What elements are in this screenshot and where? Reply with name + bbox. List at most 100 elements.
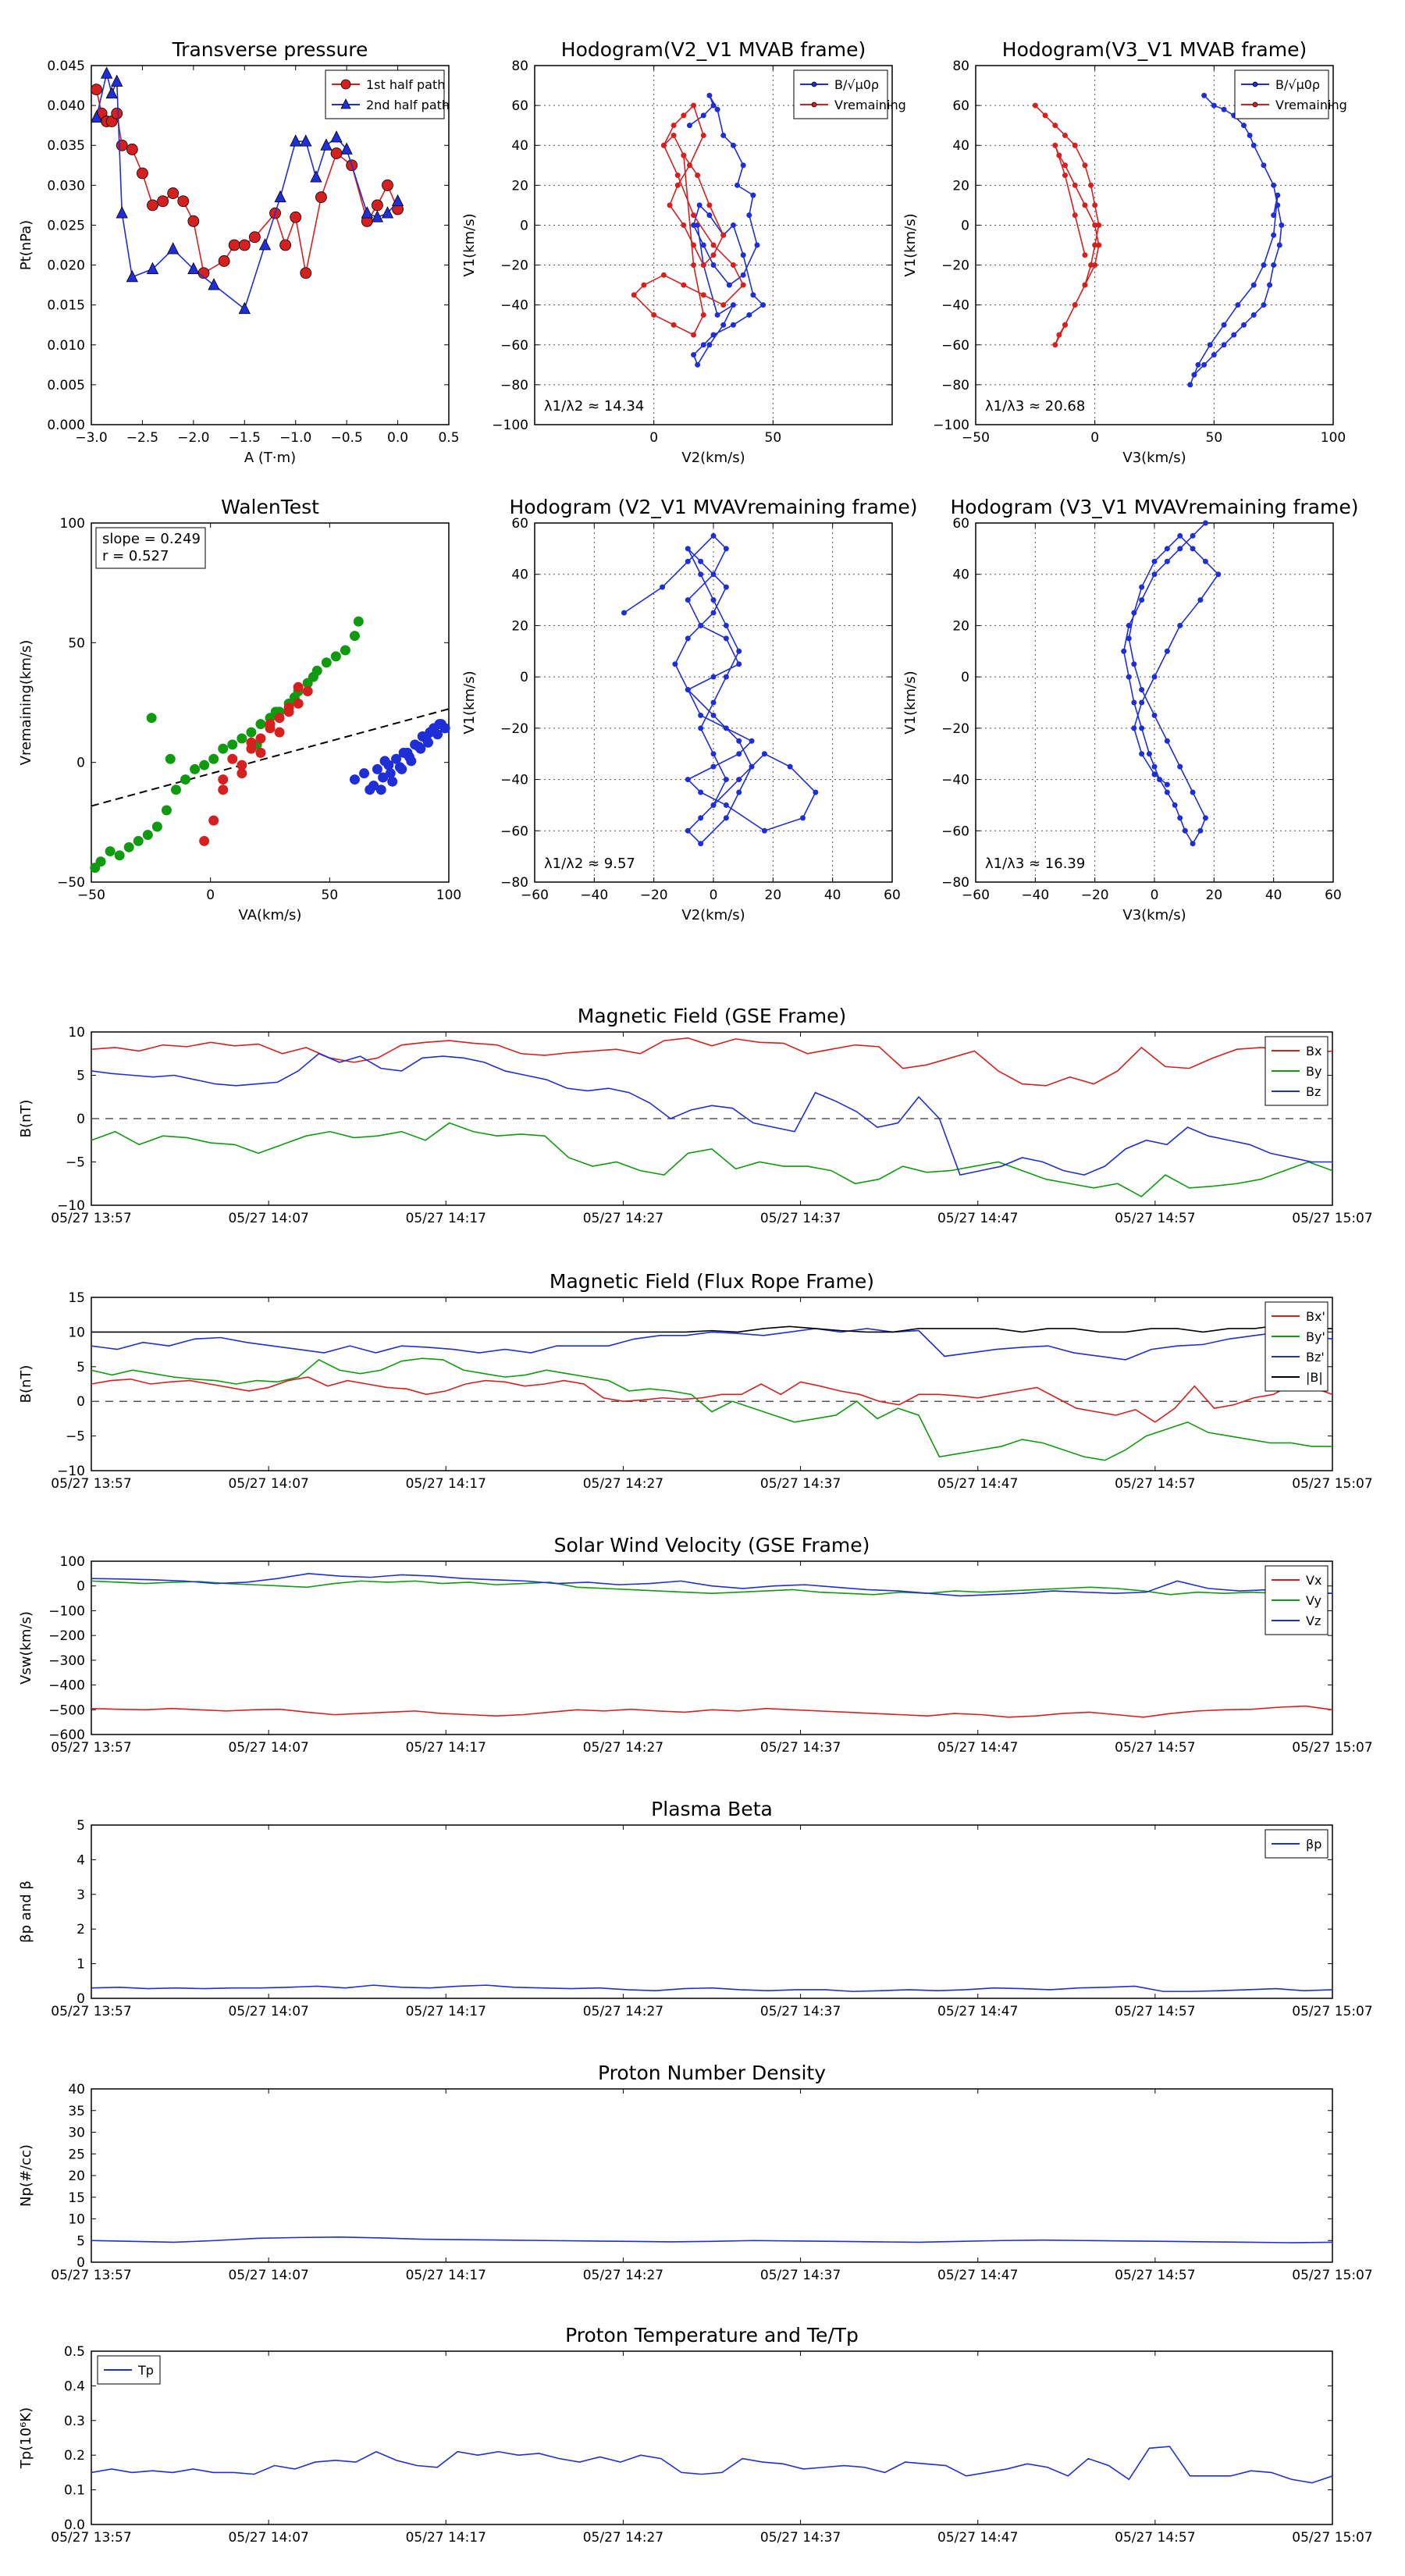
- chart-title: Hodogram(V2_V1 MVAB frame): [561, 38, 866, 61]
- x-tick-label: 05/27 14:37: [760, 1476, 841, 1492]
- data-point: [147, 199, 158, 212]
- series: [1032, 102, 1102, 348]
- x-tick-label: 05/27 14:37: [760, 1211, 841, 1226]
- x-tick-label: −3.0: [75, 430, 107, 446]
- data-point: [1082, 282, 1088, 288]
- y-tick-label: −40: [500, 298, 528, 314]
- eigen-ratio: λ1/λ3 ≈ 16.39: [985, 856, 1085, 872]
- legend-label: Vx: [1306, 1573, 1321, 1588]
- data-point: [218, 743, 229, 754]
- chart-title: Hodogram (V3_V1 MVAVremaining frame): [951, 496, 1359, 518]
- x-tick-label: 05/27 14:47: [937, 2268, 1018, 2283]
- legend-label: Bz': [1306, 1350, 1325, 1364]
- data-point: [218, 774, 229, 785]
- legend-label: Bx': [1306, 1309, 1325, 1324]
- data-point: [1197, 597, 1204, 603]
- x-tick-label: 05/27 14:17: [406, 2004, 486, 2019]
- legend: Bx By Bz: [1264, 1036, 1329, 1106]
- stats-frame: [95, 527, 206, 569]
- data-point: [1146, 751, 1152, 757]
- y-tick-label: 0: [76, 1112, 85, 1127]
- data-point: [218, 785, 229, 795]
- data-point: [413, 742, 424, 753]
- data-point: [246, 737, 257, 748]
- data-point: [126, 143, 138, 155]
- data-point: [760, 302, 767, 308]
- x-tick-label: 05/27 14:27: [583, 2530, 663, 2546]
- series: [631, 102, 746, 338]
- y-tick-label: 0: [76, 1394, 85, 1410]
- legend-label: Bx: [1306, 1044, 1321, 1059]
- data-point: [730, 222, 736, 228]
- y-tick-label: 10: [68, 1025, 85, 1041]
- data-point: [723, 635, 729, 642]
- data-point: [227, 753, 238, 764]
- y-tick-label: 40: [511, 138, 528, 154]
- data-point: [1062, 322, 1068, 328]
- data-point: [228, 239, 240, 251]
- y-tick-label: 5: [76, 2233, 85, 2249]
- y-tick-label: 3: [76, 1888, 85, 1903]
- data-point: [170, 785, 181, 795]
- data-point: [710, 252, 717, 258]
- y-tick-label: 1: [76, 1957, 85, 1973]
- data-point: [330, 148, 343, 159]
- x-tick-label: 05/27 14:37: [760, 2004, 841, 2019]
- chart-h1: Hodogram(V2_V1 MVAB frame) 0 50 −100 −80 −60 −…: [461, 38, 906, 466]
- data-point: [710, 674, 717, 680]
- data-point: [1052, 142, 1058, 148]
- data-point: [691, 352, 697, 358]
- data-point: [361, 206, 373, 219]
- x-tick-label: −2.5: [126, 430, 158, 446]
- x-tick-label: 05/27 13:57: [51, 2268, 131, 2283]
- data-point: [1139, 725, 1145, 731]
- data-point: [315, 191, 327, 204]
- data-point: [371, 199, 383, 212]
- eigen-ratio: λ1/λ2 ≈ 14.34: [544, 398, 644, 415]
- data-point: [151, 821, 162, 832]
- data-point: [740, 162, 746, 169]
- data-point: [1164, 789, 1170, 795]
- data-point: [685, 546, 691, 552]
- x-tick-label: 60: [1325, 888, 1342, 903]
- data-point: [700, 112, 706, 119]
- x-tick-label: 20: [1206, 888, 1223, 903]
- data-point: [1072, 182, 1078, 188]
- data-point: [710, 597, 717, 603]
- x-tick-label: 05/27 14:07: [228, 2530, 308, 2546]
- data-point: [417, 731, 428, 742]
- data-point: [340, 142, 353, 155]
- legend-label: By: [1306, 1064, 1321, 1079]
- data-point: [746, 311, 752, 318]
- data-point: [255, 719, 266, 730]
- y-axis-label: Np(#/cc): [18, 2144, 34, 2207]
- y-tick-label: 60: [511, 516, 528, 532]
- data-point: [710, 571, 717, 578]
- y-tick-label: 100: [60, 1554, 85, 1570]
- x-tick-label: 05/27 13:57: [51, 2004, 131, 2019]
- data-point: [1190, 841, 1196, 847]
- data-point: [105, 846, 116, 857]
- x-tick-label: 05/27 14:17: [406, 1476, 486, 1492]
- y-tick-label: 0.2: [64, 2448, 85, 2464]
- x-tick-label: 05/27 15:07: [1292, 1211, 1372, 1226]
- y-tick-label: 0: [76, 756, 85, 771]
- data-point: [660, 272, 667, 278]
- data-point: [218, 255, 230, 267]
- x-tick-label: −1.5: [229, 430, 261, 446]
- data-point: [1052, 123, 1058, 129]
- data-point: [811, 81, 817, 87]
- x-tick-label: 05/27 14:47: [937, 2530, 1018, 2546]
- data-point: [691, 242, 697, 248]
- data-point: [274, 713, 285, 724]
- data-point: [698, 789, 704, 795]
- data-point: [695, 361, 701, 368]
- data-point: [750, 192, 756, 198]
- x-tick-label: 05/27 14:17: [406, 2530, 486, 2546]
- y-tick-label: −50: [57, 875, 85, 891]
- data-point: [1151, 571, 1158, 578]
- data-point: [681, 112, 687, 119]
- x-tick-label: −20: [1081, 888, 1109, 903]
- y-tick-label: −80: [941, 875, 969, 891]
- data-point: [710, 242, 717, 248]
